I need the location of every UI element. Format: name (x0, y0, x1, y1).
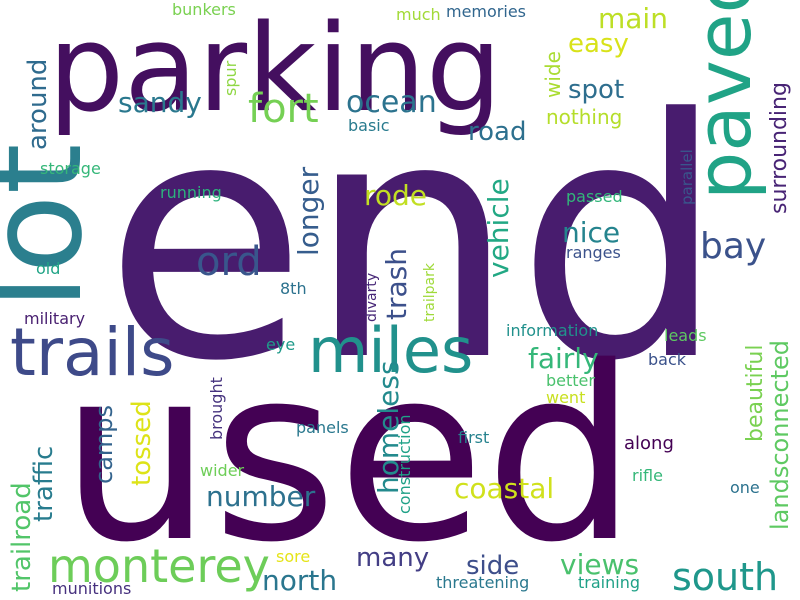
word-side: side (466, 551, 519, 581)
word-much: much (396, 5, 441, 24)
word-panels: panels (296, 418, 349, 437)
word-south: south (672, 555, 778, 599)
word-nothing: nothing (546, 105, 622, 129)
word-spur: spur (221, 60, 240, 96)
word-one: one (730, 478, 760, 497)
word-memories: memories (446, 2, 526, 21)
word-easy: easy (568, 29, 629, 59)
word-along: along (624, 433, 674, 454)
word-training: training (578, 573, 640, 592)
word-went: went (546, 388, 585, 407)
word-homeless: homeless (372, 360, 405, 494)
word-ranges: ranges (566, 243, 621, 262)
word-surrounding: surrounding (767, 82, 792, 214)
word-munitions: munitions (52, 579, 131, 598)
word-information: information (506, 321, 598, 340)
word-parking: parking (48, 0, 502, 139)
word-beautiful: beautiful (743, 345, 768, 442)
word-construction: construction (395, 415, 414, 515)
word-rode: rode (364, 179, 427, 212)
word-fort: fort (248, 86, 319, 132)
word-road: road (468, 117, 526, 147)
word-trailpark: trailpark (422, 262, 438, 322)
word-leads: leads (664, 326, 707, 345)
word-tossed: tossed (127, 400, 157, 486)
word-many: many (356, 543, 429, 573)
word-wide: wide (541, 51, 565, 98)
word-around: around (23, 59, 53, 150)
word-eye: eye (266, 335, 295, 354)
word-passed: passed (566, 187, 623, 206)
word-better: better (546, 371, 595, 390)
word-number: number (206, 480, 316, 513)
word-trash: trash (380, 248, 413, 320)
word-sandy: sandy (118, 86, 202, 119)
word-end: end (104, 49, 726, 433)
word-back: back (648, 350, 687, 369)
word-ocean: ocean (346, 85, 437, 120)
word-views: views (560, 548, 639, 581)
word-running: running (160, 183, 222, 202)
word-north: north (262, 564, 337, 597)
word-camps: camps (90, 405, 118, 484)
word-monterey: monterey (48, 539, 270, 593)
word-bunkers: bunkers (172, 0, 236, 19)
word-ord: ord (196, 239, 262, 285)
word-used: used (60, 315, 637, 595)
word-threatening: threatening (436, 573, 529, 592)
word-coastal: coastal (454, 472, 554, 505)
word-rifle: rifle (632, 466, 663, 485)
word-spot: spot (568, 75, 624, 105)
word-trailroad: trailroad (7, 482, 37, 592)
word-brought: brought (207, 377, 226, 440)
word-fairly: fairly (528, 342, 599, 375)
word-sore: sore (276, 547, 310, 566)
word-landsconnected: landsconnected (766, 340, 794, 530)
word-lot: lot (0, 143, 111, 310)
word-paved: paved (679, 0, 768, 200)
word-divarty: divarty (364, 273, 380, 322)
word-8th: 8th (280, 279, 307, 298)
word-storage: storage (40, 159, 101, 178)
word-main: main (598, 2, 668, 35)
word-miles: miles (308, 314, 473, 387)
word-first: first (458, 428, 489, 447)
word-trails: trails (10, 314, 175, 391)
word-wider: wider (200, 461, 245, 480)
word-traffic: traffic (29, 446, 59, 522)
word-old: old (36, 259, 60, 278)
word-military: military (24, 309, 85, 328)
word-longer: longer (292, 166, 325, 256)
word-vehicle: vehicle (482, 178, 515, 278)
word-nice: nice (562, 216, 620, 249)
word-basic: basic (348, 116, 390, 135)
word-parallel: parallel (678, 149, 696, 205)
word-bay: bay (700, 226, 766, 267)
